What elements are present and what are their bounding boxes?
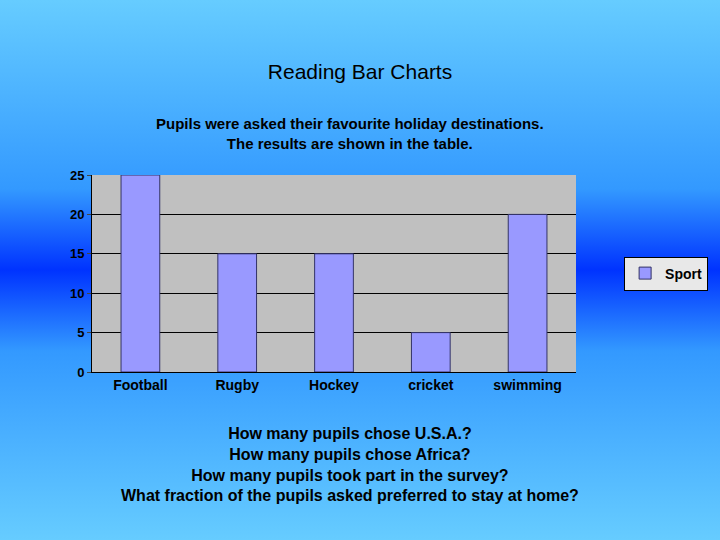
svg-text:0: 0	[77, 365, 84, 380]
svg-text:15: 15	[70, 246, 84, 261]
svg-text:25: 25	[70, 168, 84, 183]
svg-text:How many pupils chose U.S.A.?H: How many pupils chose U.S.A.?How many pu…	[121, 425, 579, 504]
svg-text:5: 5	[77, 325, 84, 340]
svg-text:Football: Football	[113, 377, 167, 393]
svg-text:swimming: swimming	[493, 377, 561, 393]
svg-text:Rugby: Rugby	[215, 377, 259, 393]
svg-text:cricket: cricket	[408, 377, 453, 393]
svg-text:Pupils were asked their favour: Pupils were asked their favourite holida…	[156, 115, 544, 152]
svg-text:Hockey: Hockey	[309, 377, 359, 393]
svg-text:Sport: Sport	[665, 266, 702, 282]
svg-text:Reading Bar Charts: Reading Bar Charts	[268, 60, 452, 83]
svg-text:20: 20	[70, 207, 84, 222]
svg-text:10: 10	[70, 286, 84, 301]
